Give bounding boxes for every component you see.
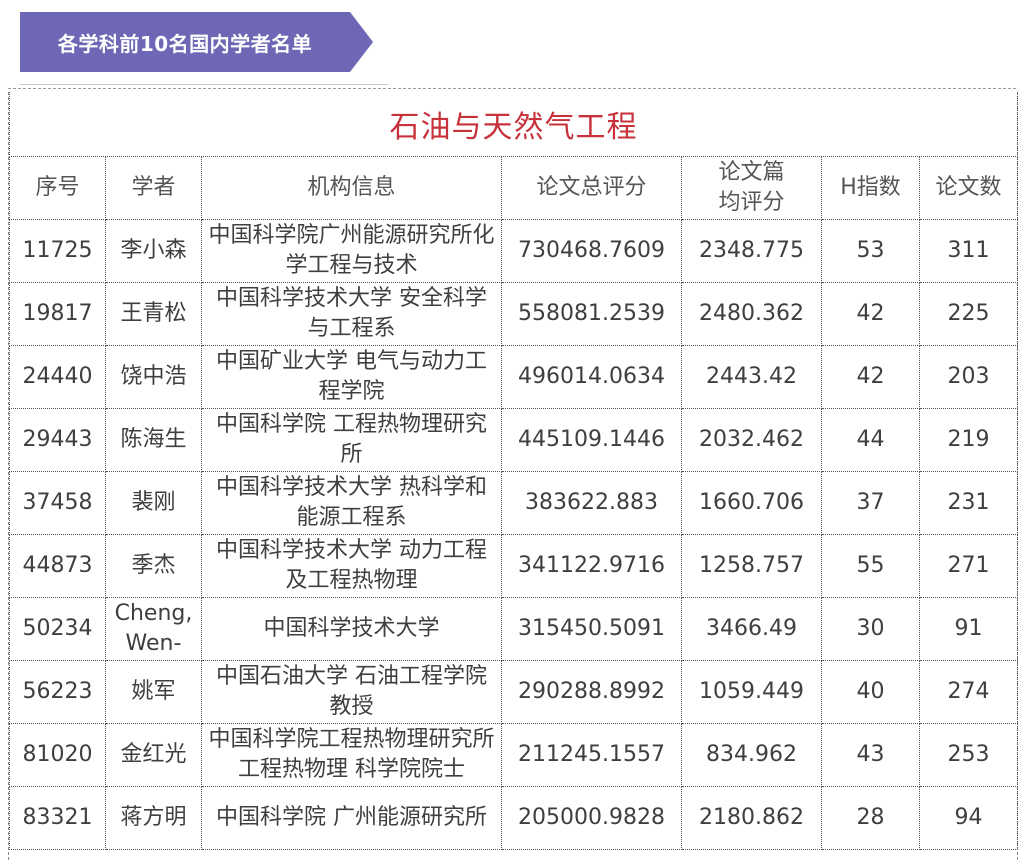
section-banner: 各学科前10名国内学者名单 (20, 12, 373, 72)
header-institution: 机构信息 (201, 156, 502, 220)
cell-total-score: 315450.5091 (501, 597, 682, 661)
cell-avg-score: 1660.706 (681, 471, 822, 535)
cell-institution: 中国科学院 工程热物理研究所 (201, 408, 502, 472)
cell-paper-count: 311 (918, 219, 1019, 283)
cell-h-index: 30 (821, 597, 920, 661)
cell-institution: 中国科学技术大学 安全科学与工程系 (201, 282, 502, 346)
cell-avg-score: 2348.775 (681, 219, 822, 283)
cell-h-index: 37 (821, 471, 920, 535)
cell-institution: 中国矿业大学 电气与动力工程学院 (201, 345, 502, 409)
header-total-score: 论文总评分 (501, 156, 682, 220)
banner-title: 各学科前10名国内学者名单 (57, 31, 313, 56)
table-row: 24440 饶中浩 中国矿业大学 电气与动力工程学院 496014.0634 2443.… (9, 345, 1019, 409)
cell-total-score: 558081.2539 (501, 282, 682, 346)
cell-institution: 中国科学院工程热物理研究所 工程热物理 科学院院士 (201, 723, 502, 787)
cell-name: 陈海生 (105, 408, 202, 472)
cell-total-score: 445109.1446 (501, 408, 682, 472)
table-row: 56223 姚军 中国石油大学 石油工程学院 教授 290288.8992 1059.4… (9, 660, 1019, 724)
cell-id: 24440 (9, 345, 106, 409)
cell-paper-count: 219 (918, 408, 1019, 472)
cell-id: 29443 (9, 408, 106, 472)
cell-avg-score: 2480.362 (681, 282, 822, 346)
table-row: 29443 陈海生 中国科学院 工程热物理研究所 445109.1446 2032.46… (9, 408, 1019, 472)
cell-total-score: 341122.9716 (501, 534, 682, 598)
cell-h-index: 28 (821, 786, 920, 850)
cell-paper-count: 231 (918, 471, 1019, 535)
cell-paper-count: 203 (918, 345, 1019, 409)
cell-h-index: 42 (821, 282, 920, 346)
table-row: 19817 王青松 中国科学技术大学 安全科学与工程系 558081.2539 2480… (9, 282, 1019, 346)
cell-total-score: 290288.8992 (501, 660, 682, 724)
cell-h-index: 42 (821, 345, 920, 409)
table-title-row: 石油与天然气工程 (8, 92, 1019, 157)
cell-name: 季杰 (105, 534, 202, 598)
cell-id: 83321 (9, 786, 106, 850)
banner-divider (20, 84, 388, 85)
cell-h-index: 43 (821, 723, 920, 787)
cell-h-index: 53 (821, 219, 920, 283)
cell-total-score: 211245.1557 (501, 723, 682, 787)
cell-id: 50234 (9, 597, 106, 661)
cell-avg-score: 2032.462 (681, 408, 822, 472)
header-paper-count: 论文数 (918, 156, 1019, 220)
cell-id: 56223 (9, 660, 106, 724)
cell-name: 李小森 (105, 219, 202, 283)
cell-paper-count: 253 (918, 723, 1019, 787)
header-h-index: H指数 (821, 156, 920, 220)
cell-avg-score: 1258.757 (681, 534, 822, 598)
cell-id: 11725 (9, 219, 106, 283)
table-top-border (8, 88, 1016, 93)
cell-avg-score: 834.962 (681, 723, 822, 787)
table-row: 50234 Cheng, Wen- 中国科学技术大学 315450.5091 3466.… (9, 597, 1019, 661)
table-row: 37458 裴刚 中国科学技术大学 热科学和能源工程系 383622.883 1660.… (9, 471, 1019, 535)
banner-arrow-shape (20, 12, 373, 72)
cell-paper-count: 94 (918, 786, 1019, 850)
cell-paper-count: 225 (918, 282, 1019, 346)
cell-total-score: 383622.883 (501, 471, 682, 535)
table-row: 81020 金红光 中国科学院工程热物理研究所 工程热物理 科学院院士 211245.… (9, 723, 1019, 787)
ranking-table-container: 石油与天然气工程 序号 学者 机构信息 论文总评分 论文篇 均评分 H指数 论文… (8, 92, 1019, 860)
header-id: 序号 (9, 156, 106, 220)
cell-name: 饶中浩 (105, 345, 202, 409)
cell-avg-score: 2180.862 (681, 786, 822, 850)
cell-institution: 中国科学院广州能源研究所化学工程与技术 (201, 219, 502, 283)
header-avg-score: 论文篇 均评分 (681, 156, 822, 220)
cell-h-index: 40 (821, 660, 920, 724)
table-title: 石油与天然气工程 (8, 92, 1019, 157)
cell-total-score: 205000.9828 (501, 786, 682, 850)
cell-total-score: 496014.0634 (501, 345, 682, 409)
cell-institution: 中国科学院 广州能源研究所 (201, 786, 502, 850)
cell-institution: 中国科学技术大学 (201, 597, 502, 661)
cell-institution: 中国石油大学 石油工程学院 教授 (201, 660, 502, 724)
cell-total-score: 730468.7609 (501, 219, 682, 283)
cell-name: 裴刚 (105, 471, 202, 535)
cell-avg-score: 3466.49 (681, 597, 822, 661)
table-header-row: 序号 学者 机构信息 论文总评分 论文篇 均评分 H指数 论文数 (9, 156, 1019, 220)
cell-id: 44873 (9, 534, 106, 598)
cell-h-index: 55 (821, 534, 920, 598)
cell-name: 蒋方明 (105, 786, 202, 850)
table-row: 83321 蒋方明 中国科学院 广州能源研究所 205000.9828 2180.862… (9, 786, 1019, 850)
header-name: 学者 (105, 156, 202, 220)
table-row: 11725 李小森 中国科学院广州能源研究所化学工程与技术 730468.7609 23… (9, 219, 1019, 283)
cell-paper-count: 274 (918, 660, 1019, 724)
cell-paper-count: 91 (918, 597, 1019, 661)
cell-institution: 中国科学技术大学 热科学和能源工程系 (201, 471, 502, 535)
table-row: 44873 季杰 中国科学技术大学 动力工程及工程热物理 341122.9716 125… (9, 534, 1019, 598)
cell-avg-score: 1059.449 (681, 660, 822, 724)
cell-name: 姚军 (105, 660, 202, 724)
cell-id: 19817 (9, 282, 106, 346)
cell-avg-score: 2443.42 (681, 345, 822, 409)
cell-h-index: 44 (821, 408, 920, 472)
cell-name: 金红光 (105, 723, 202, 787)
cell-institution: 中国科学技术大学 动力工程及工程热物理 (201, 534, 502, 598)
ranking-table: 石油与天然气工程 序号 学者 机构信息 论文总评分 论文篇 均评分 H指数 论文… (8, 92, 1019, 850)
cell-name: 王青松 (105, 282, 202, 346)
cell-name: Cheng, Wen- (105, 597, 202, 661)
cell-id: 81020 (9, 723, 106, 787)
cell-id: 37458 (9, 471, 106, 535)
cell-paper-count: 271 (918, 534, 1019, 598)
